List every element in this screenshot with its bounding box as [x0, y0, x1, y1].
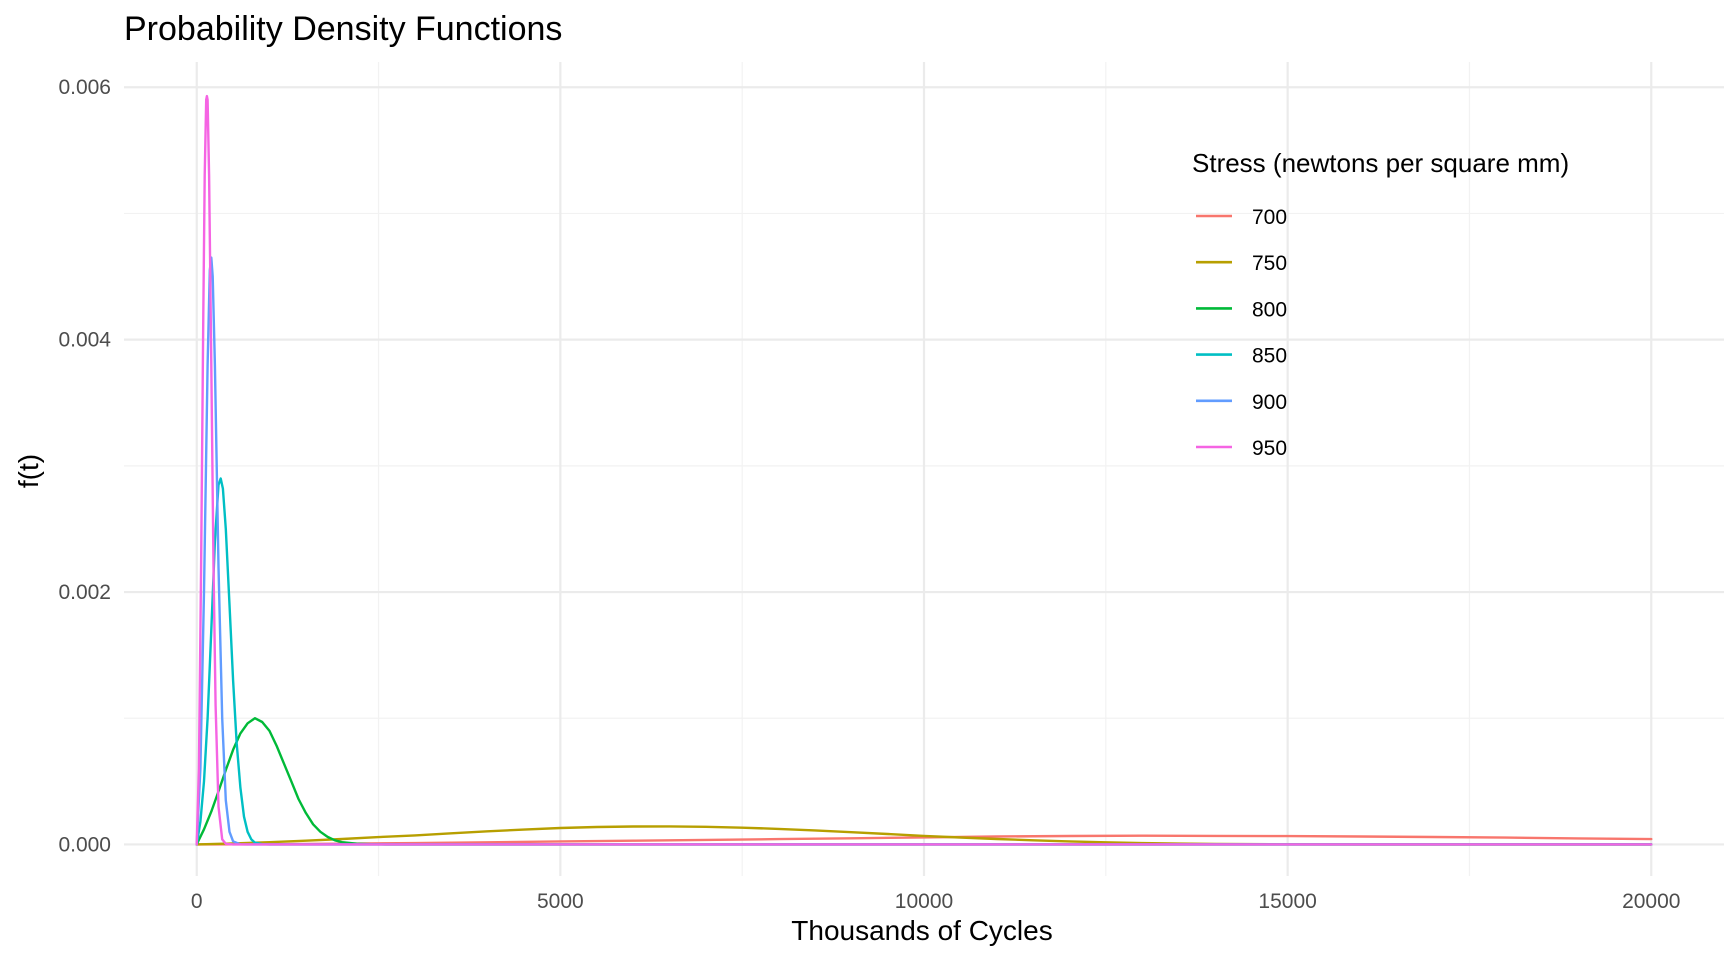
- legend-label-700: 700: [1252, 206, 1287, 229]
- plot-grid: [124, 62, 1724, 876]
- x-axis-ticks: 0 5000 10000 15000 20000: [191, 890, 1681, 913]
- y-tick-label: 0.000: [58, 833, 111, 856]
- x-tick-label: 5000: [537, 890, 584, 913]
- series-line-700: [195, 834, 1653, 846]
- x-tick-label: 10000: [895, 890, 953, 913]
- y-tick-label: 0.006: [58, 76, 111, 99]
- y-tick-label: 0.002: [58, 581, 111, 604]
- legend-label-900: 900: [1252, 391, 1287, 414]
- legend-label-950: 950: [1252, 437, 1287, 460]
- y-axis-ticks: 0.000 0.002 0.004 0.006: [58, 76, 111, 856]
- plot-series: [195, 94, 1653, 846]
- chart-title: Probability Density Functions: [124, 10, 562, 48]
- legend-label-850: 850: [1252, 345, 1287, 368]
- legend: Stress (newtons per square mm) 700 750 800…: [1192, 148, 1569, 460]
- legend-label-750: 750: [1252, 252, 1287, 275]
- series-line-950: [195, 94, 1653, 846]
- y-axis-title: f(t): [13, 454, 44, 488]
- legend-label-800: 800: [1252, 298, 1287, 321]
- legend-title: Stress (newtons per square mm): [1192, 148, 1569, 178]
- x-tick-label: 0: [191, 890, 203, 913]
- x-tick-label: 20000: [1622, 890, 1680, 913]
- y-tick-label: 0.004: [58, 329, 111, 352]
- x-axis-title: Thousands of Cycles: [791, 915, 1052, 946]
- x-tick-label: 15000: [1258, 890, 1316, 913]
